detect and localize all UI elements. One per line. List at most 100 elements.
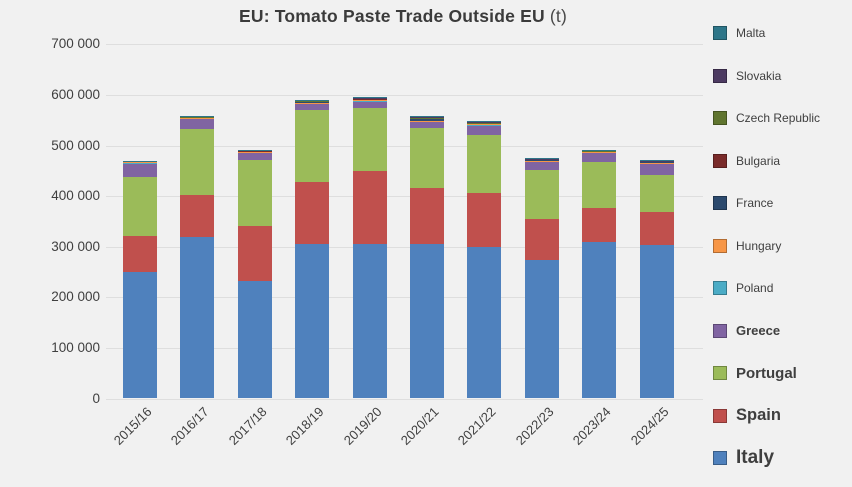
france-swatch-icon [713,196,727,210]
bar-segment-2020-21-france [410,118,444,121]
bar-segment-2022-23-malta [524,157,559,159]
bar-segment-2015-16-france [123,161,157,163]
bar-segment-2023-24-portugal [582,161,617,209]
y-axis-tick-label: 100 000 [51,339,100,355]
x-axis-tick-label: 2024/25 [627,404,672,448]
bar-segment-2016-17-france [180,116,215,118]
bar-segment-2020-21-italy [410,243,444,399]
legend-label-czech-republic: Czech Republic [736,111,821,125]
bar-segment-2017-18-greece [237,152,272,161]
bar-segment-2021-22-malta [467,120,502,122]
bar-segment-2015-16-spain [123,235,157,272]
x-axis-tick-label: 2023/24 [569,404,614,448]
bar-segment-2017-18-italy [237,280,272,399]
y-axis-tick-label: 700 000 [51,36,100,52]
gridline-400000 [106,196,703,198]
bar-segment-2024-25-poland [639,162,674,164]
bar-segment-2018-19-italy [295,243,330,399]
bar-segment-2023-24-malta [582,149,617,151]
greece-swatch-icon [713,323,727,338]
y-axis-tick-label: 600 000 [51,87,100,102]
gridline-300000 [106,246,703,248]
hungary-swatch-icon [713,238,727,253]
x-axis-tick-label: 2018/19 [282,404,327,448]
bar-segment-2015-16-italy [123,271,157,399]
malta-swatch-icon [713,26,727,40]
bar-segment-2020-21-slovakia [410,116,444,118]
legend-label-france: France [736,196,774,210]
x-axis-tick-label: 2017/18 [225,404,270,448]
legend-label-greece: Greece [736,323,781,338]
legend-label-italy: Italy [736,447,775,468]
bar-segment-2021-22-greece [467,124,502,135]
chart-title-unit: (t) [549,6,567,26]
bar-segment-2017-18-portugal [237,160,272,227]
y-axis-tick-label: 200 000 [51,289,100,305]
legend-item-hungary: Hungary [713,235,781,257]
gridline-200000 [106,297,703,299]
bar-segment-2019-20-italy [352,243,387,399]
slovakia-swatch-icon [713,68,727,83]
bar-segment-2019-20-spain [352,171,387,244]
bar-segment-2021-22-france [467,122,502,125]
legend-item-bulgaria: Bulgaria [713,150,780,172]
bulgaria-swatch-icon [713,153,727,168]
legend-item-greece: Greece [713,320,780,342]
bar-segment-2017-18-spain [237,226,272,281]
bar-segment-2016-17-italy [180,236,215,399]
legend-item-france: France [713,192,773,214]
legend: Malta Slovakia Czech Republic Bulgaria Franc… [710,0,852,487]
gridline-500000 [106,145,703,147]
bar-segment-2024-25-malta [639,160,674,161]
chart-title: EU: Tomato Paste Trade Outside EU (t) [100,6,706,27]
gridline-0 [106,398,703,400]
y-axis-tick-label: 300 000 [51,238,100,254]
legend-item-poland: Poland [713,277,773,299]
bar-segment-2019-20-france [352,98,387,101]
bar-segment-2016-17-greece [180,118,215,130]
legend-item-spain: Spain [713,405,781,427]
bar-segment-2019-20-greece [352,101,387,108]
legend-label-portugal: Portugal [736,364,797,382]
bar-segment-2021-22-italy [467,246,502,399]
legend-label-bulgaria: Bulgaria [736,153,781,168]
bar-segment-2024-25-italy [639,245,674,399]
legend-label-spain: Spain [736,406,781,424]
legend-label-hungary: Hungary [736,238,782,253]
bar-segment-2016-17-portugal [180,129,215,196]
bar-segment-2022-23-italy [524,260,559,399]
bar-segment-2021-22-portugal [467,134,502,193]
y-axis-tick-label: 400 000 [51,188,100,204]
bar-segment-2022-23-portugal [524,170,559,220]
x-axis-tick-label: 2019/20 [340,404,385,448]
bar-segment-2024-25-portugal [639,174,674,213]
chart-title-text: EU: Tomato Paste Trade Outside EU [239,6,545,26]
gridline-700000 [106,44,703,46]
legend-label-slovakia: Slovakia [736,68,782,83]
legend-label-poland: Poland [736,281,774,295]
gridline-600000 [106,95,703,96]
bar-segment-2020-21-spain [410,187,444,244]
bar-segment-2024-25-greece [639,163,674,175]
x-axis-tick-label: 2022/23 [512,404,557,448]
legend-item-portugal: Portugal [713,362,797,384]
gridline-100000 [106,347,703,349]
bar-segment-2020-21-greece [410,121,444,128]
bar-segment-2023-24-spain [582,208,617,242]
bar-segment-2015-16-portugal [123,177,157,236]
bar-segment-2024-25-france [639,161,674,163]
bar-segment-2024-25-spain [639,212,674,246]
bar-segment-2022-23-greece [524,162,559,171]
bar-segment-2019-20-poland [352,100,387,102]
bar-segment-2022-23-spain [524,219,559,261]
bar-segment-2017-18-france [237,150,272,152]
bar-segment-2015-16-greece [123,162,157,178]
poland-swatch-icon [713,281,727,295]
bar-segment-2021-22-slovakia [467,121,502,123]
legend-item-czech-republic: Czech Republic [713,107,820,129]
bar-segment-2018-19-spain [295,181,330,244]
bar-segment-2021-22-spain [467,192,502,247]
bar-segment-2020-21-bulgaria [410,118,444,119]
